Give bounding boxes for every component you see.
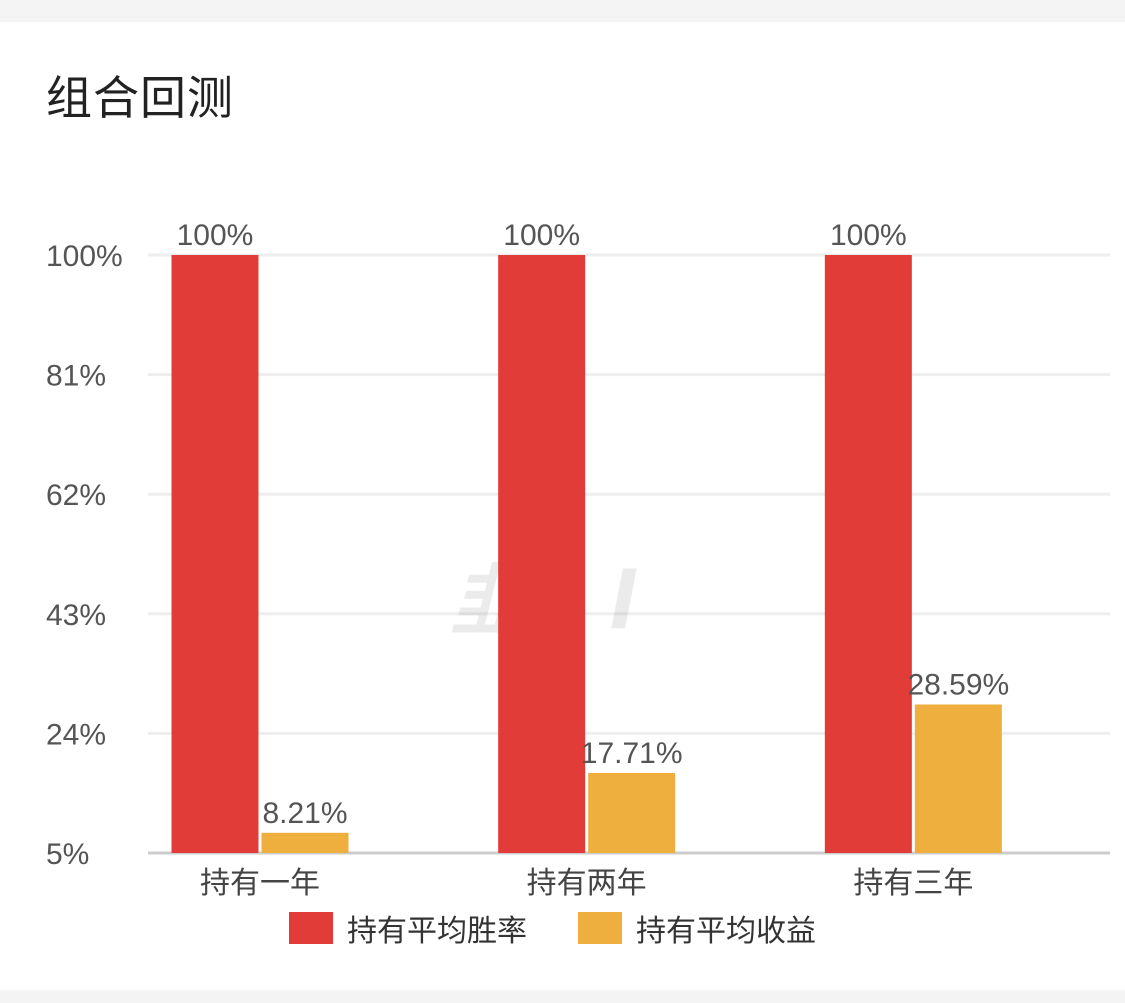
bar-win-rate xyxy=(498,255,586,853)
y-tick-label: 5% xyxy=(46,838,89,871)
page-title: 组合回测 xyxy=(46,71,234,125)
bar-win-rate xyxy=(824,255,912,853)
y-tick-label: 43% xyxy=(46,599,106,632)
bar-avg-return xyxy=(261,832,349,853)
y-axis: 5% 24% 43% 62% 81% 100% xyxy=(46,240,123,871)
data-label-avg-return: 28.59% xyxy=(907,669,1009,702)
legend-swatch-avg-return xyxy=(578,912,622,944)
y-tick-label: 81% xyxy=(46,360,106,393)
x-axis: 持有一年 持有两年 持有三年 xyxy=(200,866,973,901)
data-label-win-rate: 100% xyxy=(830,219,907,252)
legend-swatch-win-rate xyxy=(289,912,333,944)
x-tick-label: 持有一年 xyxy=(200,866,320,901)
y-tick-label: 24% xyxy=(46,718,106,751)
y-tick-label: 100% xyxy=(46,240,123,273)
legend-label-avg-return: 持有平均收益 xyxy=(636,914,816,949)
data-label-avg-return: 17.71% xyxy=(581,737,683,770)
bar-avg-return xyxy=(588,772,676,853)
data-labels: 100% 8.21% 100% 17.71% 100% 28.59% xyxy=(177,219,1010,830)
x-tick-label: 持有两年 xyxy=(527,866,647,901)
bar-avg-return xyxy=(914,704,1002,853)
legend: 持有平均胜率 持有平均收益 xyxy=(289,912,816,949)
data-label-win-rate: 100% xyxy=(177,219,254,252)
legend-label-win-rate: 持有平均胜率 xyxy=(347,914,527,949)
bars xyxy=(171,255,1002,853)
y-tick-label: 62% xyxy=(46,479,106,512)
x-tick-label: 持有三年 xyxy=(853,866,973,901)
data-label-win-rate: 100% xyxy=(503,219,580,252)
data-label-avg-return: 8.21% xyxy=(262,797,347,830)
bar-win-rate xyxy=(171,255,259,853)
